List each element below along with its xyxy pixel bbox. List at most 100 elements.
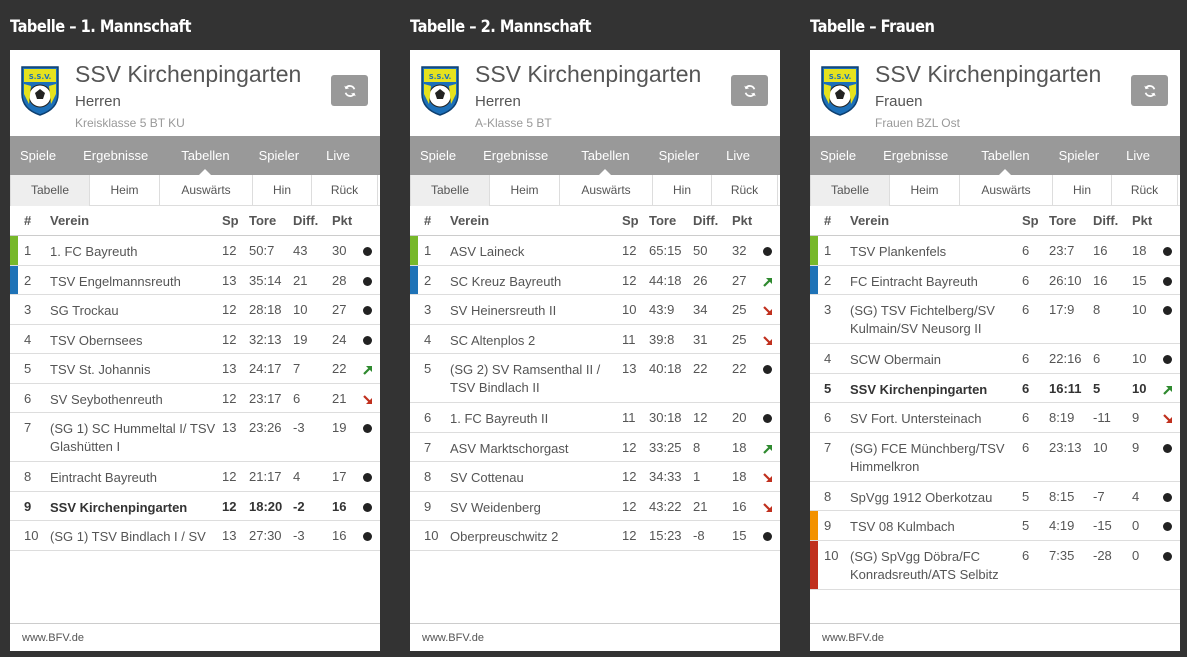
table-row[interactable]: 6 1. FC Bayreuth II 11 30:18 12 20 <box>410 403 780 433</box>
nav-tab-ergebnisse[interactable]: Ergebnisse <box>83 148 149 163</box>
nav-tab-ergebnisse[interactable]: Ergebnisse <box>883 148 949 163</box>
row-diff: 16 <box>1093 243 1108 258</box>
row-trend <box>362 335 374 347</box>
trend-down-icon <box>763 473 772 482</box>
refresh-button[interactable] <box>731 75 768 106</box>
row-goals: 28:18 <box>249 302 282 317</box>
table-column: Tabelle – 2. Mannschaft S.S.V. SSV Kirchen… <box>410 0 780 657</box>
footer-link[interactable]: www.BFV.de <box>810 623 1180 651</box>
nav-tab-live[interactable]: Live <box>726 148 750 163</box>
table-row[interactable]: 10 Oberpreuschwitz 2 12 15:23 -8 15 <box>410 521 780 551</box>
subtab-1[interactable]: Heim <box>90 175 160 206</box>
subtab-4[interactable]: Rück <box>712 175 778 206</box>
row-goals: 17:9 <box>1049 302 1075 317</box>
footer-link[interactable]: www.BFV.de <box>10 623 380 651</box>
table-row[interactable]: 8 SpVgg 1912 Oberkotzau 5 8:15 -7 4 <box>810 482 1180 511</box>
nav-tab-live[interactable]: Live <box>326 148 350 163</box>
nav-tab-spiele[interactable]: Spiele <box>820 148 857 163</box>
subtab-2[interactable]: Auswärts <box>560 175 653 206</box>
row-games: 12 <box>622 498 637 514</box>
table-row[interactable]: 9 SSV Kirchenpingarten 12 18:20 -2 16 <box>10 492 380 521</box>
nav-tab-spiele[interactable]: Spiele <box>20 148 57 163</box>
refresh-button[interactable] <box>331 75 368 106</box>
row-points: 22 <box>332 361 347 376</box>
nav-tab-tabellen[interactable]: Tabellen <box>966 136 1044 175</box>
table-row[interactable]: 5 (SG 2) SV Ramsenthal II / TSV Bindlach … <box>410 354 780 403</box>
subtab-0[interactable]: Tabelle <box>810 175 890 206</box>
row-trend <box>362 423 374 435</box>
nav-tab-tabellen[interactable]: Tabellen <box>166 136 244 175</box>
row-games: 13 <box>222 420 237 435</box>
table-row[interactable]: 4 SCW Obermain 6 22:16 6 10 <box>810 344 1180 374</box>
table-row[interactable]: 1 ASV Laineck 12 65:15 50 32 <box>410 236 780 266</box>
table-row[interactable]: 8 Eintracht Bayreuth 12 21:17 4 17 <box>10 462 380 492</box>
row-points: 21 <box>332 390 347 406</box>
subtab-3[interactable]: Hin <box>1053 175 1112 206</box>
subtab-3[interactable]: Hin <box>653 175 712 206</box>
svg-text:S.S.V.: S.S.V. <box>829 73 852 81</box>
nav-tab-spieler[interactable]: Spieler <box>258 148 300 163</box>
subtab-2[interactable]: Auswärts <box>960 175 1053 206</box>
table-row[interactable]: 7 (SG) FCE Münchberg/TSV Himmelkron 6 23:13… <box>810 433 1180 482</box>
table-row[interactable]: 10 (SG 1) TSV Bindlach I / SV 13 27:30 -3 16 <box>10 521 380 551</box>
table-row[interactable]: 8 SV Cottenau 12 34:33 1 18 <box>410 462 780 492</box>
table-row[interactable]: 7 ASV Marktschorgast 12 33:25 8 18 <box>410 433 780 462</box>
subtab-3[interactable]: Hin <box>253 175 312 206</box>
nav-tab-spieler[interactable]: Spieler <box>658 148 700 163</box>
subtab-4[interactable]: Rück <box>312 175 378 206</box>
table-row[interactable]: 2 FC Eintracht Bayreuth 6 26:10 16 15 <box>810 265 1180 295</box>
col-pkt: Pkt <box>332 213 353 228</box>
subtab-0[interactable]: Tabelle <box>10 175 90 206</box>
row-rank: 4 <box>24 331 32 347</box>
row-points: 18 <box>1132 243 1147 258</box>
table-row[interactable]: 2 TSV Engelmannsreuth 13 35:14 21 28 <box>10 265 380 295</box>
refresh-button[interactable] <box>1131 75 1168 106</box>
row-trend <box>1162 305 1174 317</box>
row-trend <box>1162 384 1174 396</box>
table-row[interactable]: 4 SC Altenplos 2 11 39:8 31 25 <box>410 325 780 354</box>
row-games: 13 <box>222 272 237 288</box>
rank-marker <box>10 236 18 265</box>
table-row[interactable]: 5 SSV Kirchenpingarten 6 16:11 5 10 <box>810 374 1180 403</box>
table-row[interactable]: 9 TSV 08 Kulmbach 5 4:19 -15 0 <box>810 511 1180 541</box>
row-diff: 12 <box>693 410 708 425</box>
nav-tab-tabellen[interactable]: Tabellen <box>566 136 644 175</box>
trend-same-icon <box>1163 522 1172 531</box>
subtab-1[interactable]: Heim <box>490 175 560 206</box>
nav-tab-spiele[interactable]: Spiele <box>420 148 457 163</box>
footer-link[interactable]: www.BFV.de <box>410 623 780 651</box>
row-points: 16 <box>732 498 747 514</box>
table-row[interactable]: 1 TSV Plankenfels 6 23:7 16 18 <box>810 236 1180 266</box>
row-games: 6 <box>1022 380 1030 396</box>
svg-text:S.S.V.: S.S.V. <box>429 73 452 81</box>
table-row[interactable]: 3 (SG) TSV Fichtelberg/SV Kulmain/SV Neus… <box>810 295 1180 344</box>
subtab-1[interactable]: Heim <box>890 175 960 206</box>
subtab-4[interactable]: Rück <box>1112 175 1178 206</box>
table-row[interactable]: 6 SV Fort. Untersteinach 6 8:19 -11 9 <box>810 403 1180 433</box>
table-row[interactable]: 10 (SG) SpVgg Döbra/FC Konradsreuth/ATS S… <box>810 540 1180 590</box>
nav-tab-live[interactable]: Live <box>1126 148 1150 163</box>
table-row[interactable]: 3 SG Trockau 12 28:18 10 27 <box>10 295 380 325</box>
bfv-widget: S.S.V. SSV Kirchenpingarten Herren A-Klasse… <box>410 50 780 651</box>
refresh-icon <box>743 84 756 97</box>
row-points: 30 <box>332 243 347 258</box>
table-row[interactable]: 2 SC Kreuz Bayreuth 12 44:18 26 27 <box>410 265 780 295</box>
row-rank: 6 <box>824 410 832 425</box>
table-row[interactable]: 5 TSV St. Johannis 13 24:17 7 22 <box>10 354 380 384</box>
row-rank: 8 <box>424 469 432 484</box>
nav-tab-ergebnisse[interactable]: Ergebnisse <box>483 148 549 163</box>
table-row[interactable]: 3 SV Heinersreuth II 10 43:9 34 25 <box>410 295 780 325</box>
trend-same-icon <box>763 365 772 374</box>
table-row[interactable]: 1 1. FC Bayreuth 12 50:7 43 30 <box>10 236 380 266</box>
table-row[interactable]: 4 TSV Obernsees 12 32:13 19 24 <box>10 325 380 354</box>
nav-tab-spieler[interactable]: Spieler <box>1058 148 1100 163</box>
club-name: SSV Kirchenpingarten <box>75 61 302 87</box>
table-row[interactable]: 7 (SG 1) SC Hummeltal I/ TSV Glashütten I… <box>10 413 380 462</box>
row-diff: -11 <box>1093 410 1111 425</box>
subtab-2[interactable]: Auswärts <box>160 175 253 206</box>
table-row[interactable]: 9 SV Weidenberg 12 43:22 21 16 <box>410 492 780 521</box>
subtab-0[interactable]: Tabelle <box>410 175 490 206</box>
table-row[interactable]: 6 SV Seybothenreuth 12 23:17 6 21 <box>10 384 380 413</box>
row-team: SV Heinersreuth II <box>450 303 557 318</box>
table-header: # Verein Sp Tore Diff. Pkt <box>810 206 1180 236</box>
